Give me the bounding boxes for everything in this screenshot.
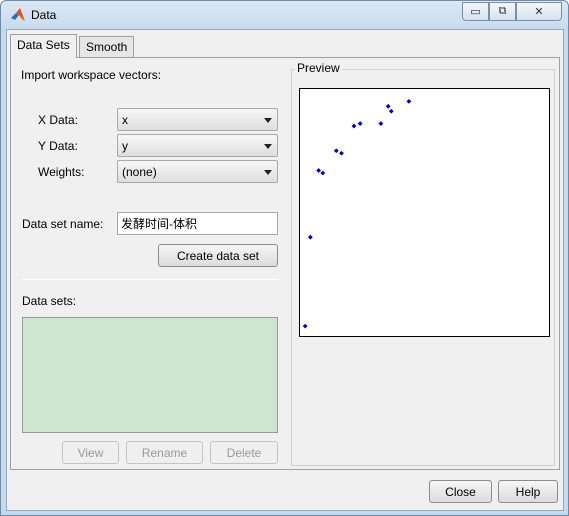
x-data-select[interactable]: x	[117, 108, 278, 131]
maximize-button[interactable]: ⧉	[489, 2, 516, 21]
restore-icon: ⧉	[498, 5, 507, 17]
chevron-down-icon	[264, 170, 272, 175]
scatter-point	[357, 121, 363, 126]
close-button[interactable]: Close	[429, 480, 492, 503]
dataset-name-label: Data set name:	[22, 217, 104, 231]
scatter-point	[302, 323, 308, 329]
scatter-point	[339, 150, 344, 156]
y-data-label: Y Data:	[38, 139, 78, 153]
client-area: Data Sets Smooth Import workspace vector…	[6, 29, 564, 511]
x-data-value: x	[122, 113, 128, 127]
weights-select[interactable]: (none)	[117, 160, 278, 183]
scatter-point	[351, 123, 357, 129]
tab-data-sets[interactable]: Data Sets	[10, 34, 77, 58]
help-button[interactable]: Help	[498, 480, 558, 503]
scatter-point	[388, 108, 394, 114]
dataset-name-input[interactable]	[117, 212, 278, 235]
delete-button[interactable]: Delete	[210, 441, 278, 464]
minimize-button[interactable]: ▭	[462, 2, 489, 21]
weights-value: (none)	[122, 165, 157, 179]
preview-scatter-plot	[302, 98, 412, 329]
scatter-point	[378, 121, 384, 126]
y-data-select[interactable]: y	[117, 134, 278, 157]
import-heading: Import workspace vectors:	[21, 68, 162, 82]
data-sets-list[interactable]	[22, 317, 278, 433]
view-button[interactable]: View	[62, 441, 119, 464]
x-data-label: X Data:	[38, 113, 79, 127]
scatter-point	[307, 234, 313, 240]
divider	[22, 279, 278, 280]
preview-title: Preview	[295, 61, 342, 75]
rename-button[interactable]: Rename	[126, 441, 203, 464]
weights-label: Weights:	[38, 165, 85, 179]
scatter-point	[385, 103, 391, 109]
y-data-value: y	[122, 139, 128, 153]
scatter-point	[316, 168, 322, 173]
window-title: Data	[31, 8, 57, 22]
matlab-logo-icon	[11, 8, 25, 21]
chevron-down-icon	[264, 144, 272, 149]
scatter-point	[406, 98, 412, 104]
window-controls: ▭ ⧉ ✕	[462, 2, 562, 21]
tab-smooth[interactable]: Smooth	[79, 36, 135, 58]
minimize-icon: ▭	[470, 6, 481, 18]
chevron-down-icon	[264, 118, 272, 123]
preview-axes[interactable]	[299, 88, 550, 337]
close-icon: ✕	[534, 6, 544, 18]
close-window-button[interactable]: ✕	[516, 2, 562, 21]
scatter-point	[333, 148, 339, 154]
preview-group	[291, 69, 555, 466]
data-sets-label: Data sets:	[22, 294, 77, 308]
title-bar[interactable]: Data ▭ ⧉ ✕	[1, 1, 568, 29]
scatter-point	[320, 170, 326, 176]
data-sets-panel: Import workspace vectors: X Data: x Y Da…	[10, 57, 560, 470]
create-data-set-button[interactable]: Create data set	[158, 244, 278, 267]
